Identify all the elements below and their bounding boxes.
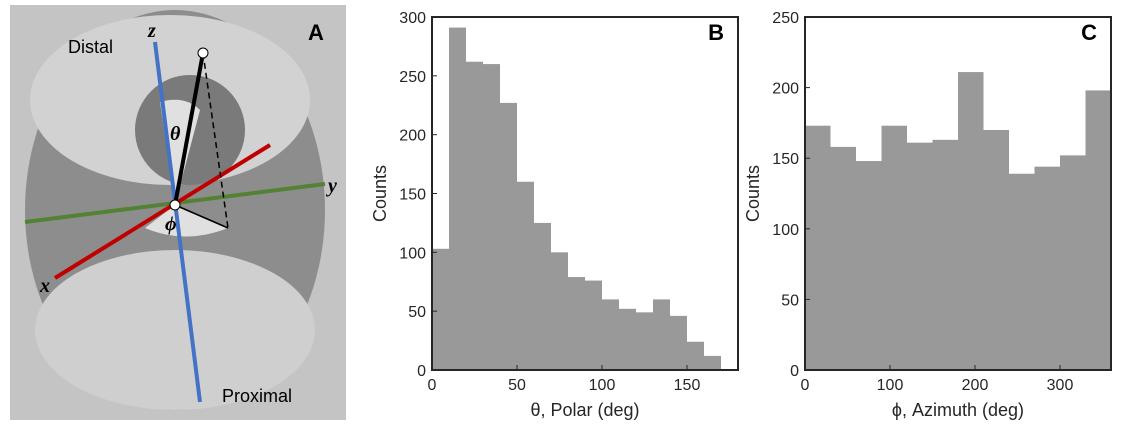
x-tick-label: 0 — [801, 377, 810, 394]
y-tick-label: 200 — [399, 128, 426, 145]
y-axis-label: Counts — [743, 165, 763, 222]
y-tick-label: 50 — [781, 292, 799, 309]
y-tick-label: 150 — [399, 187, 426, 204]
bar — [1085, 90, 1111, 370]
y-tick-label: 250 — [772, 10, 799, 27]
proximal-label: Proximal — [222, 386, 292, 406]
y-tick-label: 100 — [772, 222, 799, 239]
origin — [169, 199, 181, 211]
panel-label: C — [1081, 20, 1097, 45]
projection-base — [174, 204, 229, 229]
bar — [483, 64, 500, 371]
x-axis-label: ϕ, Azimuth (deg) — [892, 400, 1024, 420]
bar — [687, 341, 704, 370]
x-label: x — [39, 275, 50, 297]
phi-label: ϕ — [165, 213, 177, 235]
x-tick-label: 50 — [508, 377, 526, 394]
panel-label: A — [308, 20, 324, 45]
x-tick-label: 150 — [674, 377, 701, 394]
bar — [432, 248, 449, 370]
bar — [1009, 173, 1035, 370]
y-axis-label: Counts — [370, 165, 390, 222]
phi-wedge — [145, 205, 228, 237]
bar — [856, 161, 882, 370]
proximal-lobe — [35, 250, 315, 410]
bar — [551, 252, 568, 370]
y-tick-label: 0 — [417, 363, 426, 380]
x-axis — [53, 143, 272, 280]
y-tick-label: 200 — [772, 81, 799, 98]
y-tick-label: 150 — [772, 151, 799, 168]
y-tick-label: 300 — [399, 10, 426, 27]
bar — [830, 146, 856, 370]
panel-a: A Distal Proximal z y x θ ϕ — [10, 5, 346, 420]
bar — [1060, 155, 1086, 370]
x-tick-label: 100 — [877, 377, 904, 394]
bar — [568, 277, 585, 370]
y-label: y — [326, 175, 337, 197]
vector — [173, 52, 205, 206]
y-tick-label: 50 — [408, 304, 426, 321]
bar — [1034, 166, 1060, 370]
theta-label: θ — [170, 123, 181, 145]
x-tick-label: 200 — [962, 377, 989, 394]
bar — [466, 61, 483, 371]
endpoint — [197, 47, 209, 59]
bar — [983, 129, 1009, 370]
bar — [704, 355, 721, 370]
bar — [602, 299, 619, 370]
z-axis — [153, 41, 202, 403]
x-tick-label: 100 — [589, 377, 616, 394]
bar — [517, 181, 534, 370]
y-tick-label: 0 — [790, 363, 799, 380]
bar — [958, 72, 984, 371]
bar — [534, 222, 551, 370]
bar — [670, 315, 687, 370]
bar — [500, 102, 517, 370]
z-label: z — [147, 20, 156, 42]
bar — [636, 312, 653, 370]
bar — [449, 27, 466, 371]
y-tick-label: 250 — [399, 69, 426, 86]
distal-label: Distal — [68, 37, 113, 57]
x-tick-label: 0 — [428, 377, 437, 394]
panel-label: B — [708, 20, 724, 45]
bar — [932, 139, 958, 370]
y-tick-label: 100 — [399, 245, 426, 262]
x-axis-label: θ, Polar (deg) — [530, 400, 639, 420]
bar — [619, 308, 636, 370]
bar — [907, 142, 933, 370]
x-tick-label: 300 — [1047, 377, 1074, 394]
bar — [881, 125, 907, 370]
bar — [653, 299, 670, 370]
bar — [585, 280, 602, 370]
axes-box — [804, 16, 1112, 371]
bar — [805, 125, 831, 370]
